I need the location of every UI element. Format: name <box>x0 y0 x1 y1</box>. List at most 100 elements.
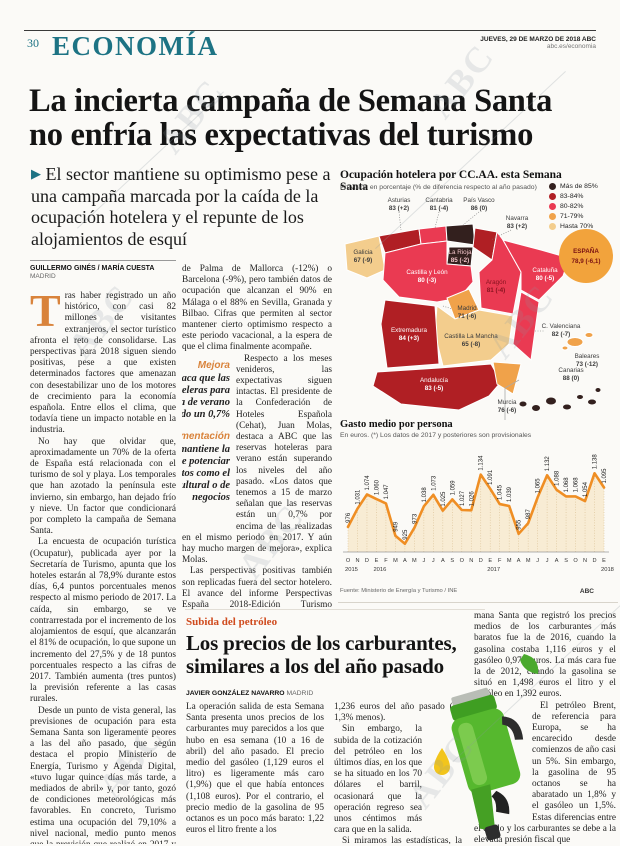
svg-text:J: J <box>422 558 425 564</box>
svg-text:Madrid: Madrid <box>457 305 477 312</box>
svg-text:A: A <box>555 558 559 564</box>
svg-text:83 (+2): 83 (+2) <box>507 223 527 230</box>
region-baleares <box>561 345 569 351</box>
svg-text:J: J <box>432 558 435 564</box>
svg-text:Castilla La Mancha: Castilla La Mancha <box>444 333 498 340</box>
paragraph: El petróleo Brent, de referencia para Eu… <box>474 700 616 844</box>
legend-dot <box>549 213 556 220</box>
legend-dot <box>549 223 556 230</box>
svg-text:D: D <box>479 558 483 564</box>
petrol-column-1: La operación salida de esta Semana Santa… <box>186 702 324 844</box>
svg-text:M: M <box>412 558 417 564</box>
svg-text:2015: 2015 <box>345 567 358 573</box>
petrol-column-3: mana Santa que registró los precios medi… <box>474 611 616 844</box>
legend-item: Hasta 70% <box>549 223 598 230</box>
svg-text:71 (-6): 71 (-6) <box>458 313 477 320</box>
region-canarias <box>519 401 527 407</box>
svg-text:F: F <box>384 558 388 564</box>
byline-rule <box>30 260 176 261</box>
svg-text:Galicia: Galicia <box>353 249 373 256</box>
paragraph: Respecto a los meses venideros, las expe… <box>182 353 332 566</box>
svg-text:80 (-3): 80 (-3) <box>418 277 437 284</box>
byline-authors: GUILLERMO GINÉS / MARÍA CUESTA <box>30 265 155 272</box>
svg-text:D: D <box>592 558 596 564</box>
svg-text:67 (-9): 67 (-9) <box>354 257 373 264</box>
map-legend: Más de 85% 83-84% 80-82% 71-79% Hasta 70… <box>549 183 598 233</box>
legend-item: 83-84% <box>549 193 598 200</box>
paragraph: La encuesta de ocupación turística (Ocup… <box>30 537 176 705</box>
svg-text:Asturias: Asturias <box>388 197 411 204</box>
arrow-bullet-icon: ▶ <box>31 166 41 181</box>
svg-text:1.047: 1.047 <box>384 484 390 500</box>
region-extremadura <box>380 299 440 369</box>
svg-text:1.068: 1.068 <box>574 477 580 493</box>
svg-text:J: J <box>546 558 549 564</box>
svg-text:La Rioja: La Rioja <box>448 249 472 256</box>
label-leaders <box>398 211 545 332</box>
svg-text:Navarra: Navarra <box>506 215 529 222</box>
legend-dot <box>549 203 556 210</box>
map-subtitle: Previsión en porcentaje (% de diferencia… <box>340 184 537 191</box>
standfirst: ▶ El sector mantiene su optimismo pese a… <box>31 164 339 250</box>
svg-text:A: A <box>517 558 521 564</box>
svg-text:1.074: 1.074 <box>365 475 371 491</box>
svg-text:86 (0): 86 (0) <box>471 205 487 212</box>
svg-text:1.091: 1.091 <box>488 469 494 485</box>
paragraph: mana Santa que registró los precios medi… <box>474 611 616 700</box>
pullquote-label: Segmentación <box>182 430 230 442</box>
byline-location: MADRID <box>30 273 56 280</box>
svg-text:Canarias: Canarias <box>558 367 583 374</box>
chart-subtitle: En euros. (*) Los datos de 2017 y poster… <box>340 432 532 439</box>
svg-text:1.039: 1.039 <box>507 486 513 502</box>
svg-text:M: M <box>507 558 512 564</box>
svg-text:E: E <box>375 558 379 564</box>
svg-text:M: M <box>393 558 398 564</box>
legend-label: 80-82% <box>560 203 584 210</box>
svg-text:1.060: 1.060 <box>374 479 380 495</box>
svg-text:1.134: 1.134 <box>479 455 485 471</box>
region-pais-vasco <box>445 223 476 246</box>
svg-text:Castilla y León: Castilla y León <box>406 269 448 276</box>
svg-text:Baleares: Baleares <box>575 353 600 360</box>
svg-text:80 (-5): 80 (-5) <box>536 275 555 282</box>
svg-text:1.095: 1.095 <box>602 468 608 484</box>
svg-text:D: D <box>365 558 369 564</box>
svg-text:M: M <box>526 558 531 564</box>
svg-text:ESPAÑA: ESPAÑA <box>573 246 599 255</box>
svg-text:O: O <box>573 558 578 564</box>
svg-text:955: 955 <box>517 519 523 530</box>
chart-title: Gasto medio por persona <box>340 419 453 430</box>
svg-text:O: O <box>460 558 465 564</box>
svg-text:1.054: 1.054 <box>583 481 589 497</box>
region-castilla-leon <box>382 240 474 303</box>
region-andalucia <box>372 363 502 411</box>
legend-item: Más de 85% <box>549 183 598 190</box>
region-baleares <box>566 337 584 347</box>
svg-text:J: J <box>536 558 539 564</box>
svg-text:2017: 2017 <box>487 567 500 573</box>
pullquote-text: El sector mantiene la apuesta de potenci… <box>182 444 230 504</box>
svg-text:2018: 2018 <box>601 567 614 573</box>
svg-text:973: 973 <box>412 513 418 524</box>
fuel-drop-icon <box>434 748 450 775</box>
svg-text:83 (-5): 83 (-5) <box>425 385 444 392</box>
svg-text:81 (-4): 81 (-4) <box>430 205 449 212</box>
headline-line2: no enfría las expectativas del turismo <box>29 117 534 154</box>
dateline: JUEVES, 29 DE MARZO DE 2018 ABC abc.es/e… <box>480 36 596 50</box>
header-rule <box>24 30 596 31</box>
dropcap: T <box>30 291 61 336</box>
page-number: 30 <box>27 36 39 50</box>
chart-credit: ABC <box>579 588 594 595</box>
svg-text:987: 987 <box>526 509 532 520</box>
chart-source: Fuente: Ministerio de Energía y Turismo … <box>340 588 458 594</box>
svg-text:2016: 2016 <box>373 567 386 573</box>
legend-label: Más de 85% <box>560 183 598 190</box>
svg-text:E: E <box>488 558 492 564</box>
fuel-pump-image <box>434 654 539 841</box>
region-cataluna <box>501 239 570 301</box>
svg-text:925: 925 <box>403 529 409 540</box>
svg-text:F: F <box>498 558 502 564</box>
petrol-headline-line2: similares a los del año pasado <box>186 653 444 678</box>
